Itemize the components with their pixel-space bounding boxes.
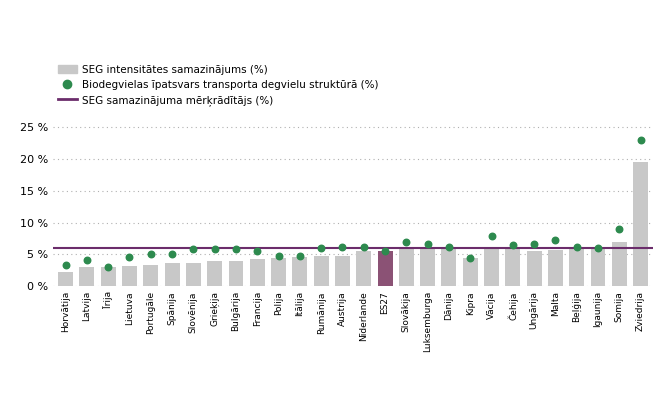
Bar [591, 249, 605, 286]
Point [593, 245, 603, 252]
Bar [612, 242, 627, 286]
Point [444, 244, 454, 251]
Point [124, 254, 135, 260]
Point [60, 262, 71, 269]
Point [529, 241, 539, 247]
Point [508, 242, 518, 248]
Point [252, 248, 263, 254]
Point [379, 247, 390, 254]
Point [550, 236, 561, 243]
Bar [633, 162, 648, 286]
Point [82, 257, 92, 263]
Point [337, 244, 348, 251]
Point [273, 252, 284, 259]
Legend: SEG intensitātes samazinājums (%), Biodegvielas īpatsvars transporta degvielu st: SEG intensitātes samazinājums (%), Biode… [58, 65, 378, 106]
Point [401, 238, 412, 245]
Bar [143, 265, 158, 286]
Bar [442, 248, 457, 286]
Point [358, 244, 369, 250]
Bar [58, 272, 73, 286]
Point [614, 226, 624, 232]
Point [209, 246, 220, 253]
Bar [356, 251, 371, 286]
Point [636, 137, 646, 143]
Bar [527, 251, 542, 286]
Point [465, 255, 475, 262]
Bar [186, 263, 201, 286]
Bar [292, 257, 308, 286]
Bar [463, 258, 478, 286]
Point [145, 251, 156, 258]
Bar [101, 267, 116, 286]
Point [316, 245, 327, 252]
Bar [484, 249, 499, 286]
Bar [79, 267, 94, 286]
Bar [335, 256, 350, 286]
Bar [122, 266, 137, 286]
Point [231, 245, 242, 252]
Point [167, 251, 178, 257]
Bar [570, 247, 584, 286]
Bar [271, 258, 286, 286]
Bar [506, 249, 520, 286]
Bar [420, 247, 435, 286]
Point [422, 241, 433, 247]
Point [103, 263, 114, 270]
Bar [228, 261, 244, 286]
Bar [249, 259, 265, 286]
Point [188, 246, 199, 253]
Point [486, 233, 497, 239]
Bar [314, 256, 329, 286]
Bar [207, 261, 222, 286]
Point [294, 252, 305, 259]
Bar [399, 247, 414, 286]
Bar [378, 251, 393, 286]
Bar [164, 263, 180, 286]
Point [572, 244, 582, 251]
Bar [548, 250, 563, 286]
